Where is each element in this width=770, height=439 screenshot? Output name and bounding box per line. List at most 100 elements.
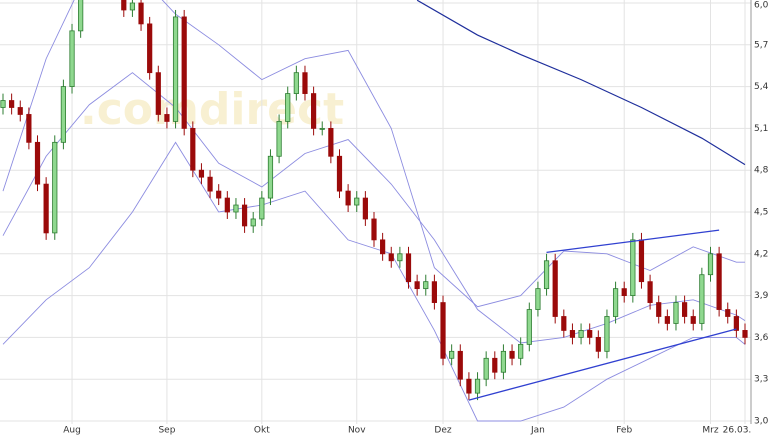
x-tick-label: Sep [158, 426, 175, 436]
candle-body [716, 253, 722, 310]
axes: 3,0 3,3 3,6 3,9 4,2 4,5 4,8 5,1 5,4 5,7 6,0 Aug Sep O… [63, 1, 768, 436]
y-tick-label: 3,9 [754, 291, 769, 301]
candle-body [440, 302, 446, 359]
candle-body [604, 316, 610, 352]
candle-body [181, 16, 187, 129]
candle-body [647, 281, 653, 303]
candle-body [707, 253, 714, 276]
candle-body [725, 309, 731, 317]
candle-body [362, 197, 368, 220]
candle-body [345, 190, 351, 206]
y-tick-label: 4,5 [754, 208, 768, 218]
candle-body [26, 114, 32, 143]
y-tick-label: 5,7 [754, 40, 768, 50]
candle-body [664, 316, 670, 324]
y-tick-label: 3,3 [754, 375, 768, 385]
y-tick-label: 5,4 [754, 82, 769, 92]
candle-body [518, 343, 524, 359]
candle-body [233, 204, 239, 213]
candle-body [621, 288, 627, 296]
candle-body [129, 2, 136, 11]
candle-body [155, 72, 161, 115]
candle-body [543, 260, 550, 290]
moving-average [416, 0, 746, 166]
candle-body [69, 30, 75, 88]
candle-body [293, 72, 299, 94]
candle-body [578, 330, 584, 338]
candle-body [552, 260, 558, 317]
candle-body [0, 100, 6, 108]
y-tick-label: 3,6 [754, 333, 769, 343]
candle-body [241, 204, 248, 227]
x-tick-label: Dez [434, 426, 451, 436]
candle-body [164, 114, 170, 122]
candle-body [276, 121, 282, 157]
candle-body [371, 218, 377, 241]
plot-area [0, 0, 748, 422]
candle-body [354, 197, 360, 206]
candle-body [682, 302, 688, 317]
candle-body [457, 350, 463, 380]
candle-body [216, 190, 222, 199]
candle-body [414, 281, 420, 290]
candle-body [509, 350, 515, 359]
candle-body [207, 176, 213, 192]
candle-body [449, 350, 455, 359]
candle-body [78, 0, 84, 32]
candle-body [17, 107, 23, 115]
candle-body [587, 330, 593, 338]
trend-line [546, 229, 720, 254]
candle-body [43, 183, 49, 234]
y-tick-label: 3,0 [754, 417, 769, 427]
candle-body [690, 316, 696, 324]
candle-body [612, 288, 619, 317]
candle-body [699, 274, 705, 324]
x-tick-label: Feb [616, 426, 632, 436]
x-tick-label: Aug [63, 426, 81, 436]
candle-body [9, 100, 15, 108]
candle-body [138, 2, 144, 25]
trend-line [468, 328, 737, 401]
candle-body [267, 155, 274, 199]
x-tick-label: 26.03. [723, 426, 752, 436]
candle-body [500, 350, 507, 373]
bollinger-band [2, 0, 745, 308]
candle-body [733, 316, 739, 331]
candle-body [388, 253, 394, 262]
candle-body [405, 253, 412, 283]
candle-body [302, 72, 308, 94]
candle-body [172, 16, 179, 122]
candle-body [198, 169, 205, 178]
watermark: .comdirect [80, 84, 344, 135]
candle-body [147, 23, 153, 74]
candle-body [250, 218, 256, 227]
candle-body [595, 336, 601, 352]
x-tick-label: Nov [348, 426, 366, 436]
candle-body [466, 378, 472, 394]
candle-body [526, 309, 532, 345]
candle-body [121, 0, 127, 11]
candle-body [561, 316, 567, 331]
y-tick-label: 4,8 [754, 166, 769, 176]
candle-body [638, 239, 645, 283]
x-tick-label: Okt [254, 426, 270, 436]
y-tick-label: 5,1 [754, 124, 768, 134]
candle-body [190, 127, 196, 171]
candle-body [60, 86, 66, 143]
candle-body [630, 239, 636, 297]
candle-body [336, 155, 343, 192]
candle-body [656, 302, 662, 317]
candle-body [431, 281, 437, 303]
candle-body [34, 141, 41, 185]
candle-body [535, 288, 541, 310]
candle-body [328, 127, 334, 157]
candle-body [224, 197, 230, 213]
y-tick-label: 6,0 [754, 1, 769, 11]
candle-body [319, 127, 325, 130]
candle-body [423, 281, 429, 290]
candle-body [483, 357, 489, 380]
candle-body [397, 253, 403, 262]
